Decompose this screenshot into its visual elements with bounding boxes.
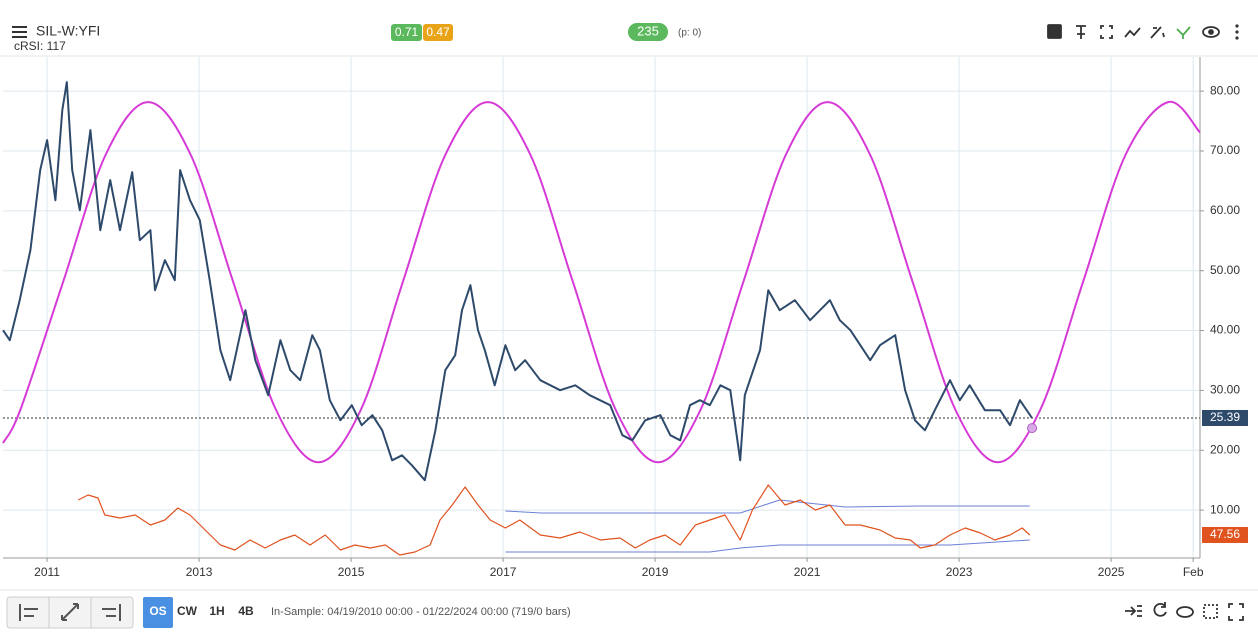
x-tick-label: 2019 (642, 565, 669, 579)
pin-icon[interactable] (1076, 25, 1086, 39)
value-tag-bg (1202, 526, 1248, 543)
count: 235 (637, 23, 659, 38)
y-tick-label: 60.00 (1210, 203, 1240, 217)
eye-icon[interactable] (1176, 606, 1194, 618)
y-tick-label: 30.00 (1210, 383, 1240, 397)
timeframe-button[interactable]: OS (149, 604, 166, 618)
x-tick-label: 2025 (1098, 565, 1125, 579)
timeframe-button[interactable]: 1H (209, 604, 224, 618)
align-right-icon[interactable] (102, 604, 121, 621)
series-line (2, 81, 1033, 482)
cycle-line (2, 101, 1201, 464)
y-tick-label: 80.00 (1210, 83, 1240, 97)
x-tick-label: 2013 (186, 565, 213, 579)
screenshot-icon[interactable] (1228, 603, 1244, 621)
eye-pupil (1208, 29, 1214, 35)
series-line (505, 539, 1030, 553)
p-label: (p: 0) (678, 28, 701, 39)
badge: 0.71 (395, 25, 419, 39)
fork-icon[interactable] (1176, 26, 1191, 39)
expand-icon[interactable] (61, 603, 79, 621)
draw-icon[interactable] (1150, 26, 1165, 39)
x-tick-label: 2023 (946, 565, 973, 579)
sample-info: In-Sample: 04/19/2010 00:00 - 01/22/2024… (271, 606, 571, 618)
plot: 10.00 20.00 30.00 40.00 50.00 60.00 70.00 80.00… (2, 57, 1248, 579)
indicator: cRSI: 117 (14, 39, 66, 53)
save-icon[interactable] (1047, 24, 1062, 39)
value-tag-bg (1202, 409, 1248, 426)
select-icon[interactable] (1203, 604, 1218, 619)
timeframe-button[interactable]: CW (177, 604, 198, 618)
layout-buttons (6, 596, 134, 629)
timeframe-button[interactable]: 4B (238, 604, 254, 618)
cycle-point (1027, 423, 1038, 434)
footer-tools (1125, 602, 1244, 621)
badge-bg (391, 24, 422, 41)
refresh-icon[interactable] (1153, 602, 1167, 617)
goto-icon[interactable] (1125, 605, 1142, 617)
value-tag: 47.56 (1210, 527, 1240, 541)
y-tick-label: 70.00 (1210, 143, 1240, 157)
y-tick-label: 20.00 (1210, 442, 1240, 456)
fullscreen-icon[interactable] (1100, 25, 1113, 39)
x-tick-label: Feb (1183, 565, 1204, 579)
menu-icon[interactable] (12, 26, 27, 38)
symbol: SIL-W:YFI (36, 23, 100, 39)
active-timeframe-bg (143, 597, 173, 628)
count-bg (628, 23, 668, 41)
align-left-icon[interactable] (19, 604, 38, 621)
y-tick-label: 40.00 (1210, 323, 1240, 337)
trend-icon[interactable] (1124, 27, 1141, 38)
more-icon[interactable] (1235, 24, 1239, 40)
badge: 0.47 (426, 25, 450, 39)
x-tick-label: 2021 (794, 565, 821, 579)
y-tick-label: 10.00 (1210, 502, 1240, 516)
x-tick-label: 2017 (490, 565, 517, 579)
toolbar (1047, 24, 1239, 40)
x-tick-label: 2015 (338, 565, 365, 579)
value-tag: 25.39 (1210, 410, 1240, 424)
badge-bg (423, 24, 453, 41)
series-line (77, 484, 1031, 556)
series-line (505, 499, 1030, 514)
y-tick-label: 50.00 (1210, 263, 1240, 277)
eye-icon[interactable] (1202, 26, 1220, 38)
x-tick-label: 2011 (34, 565, 60, 579)
